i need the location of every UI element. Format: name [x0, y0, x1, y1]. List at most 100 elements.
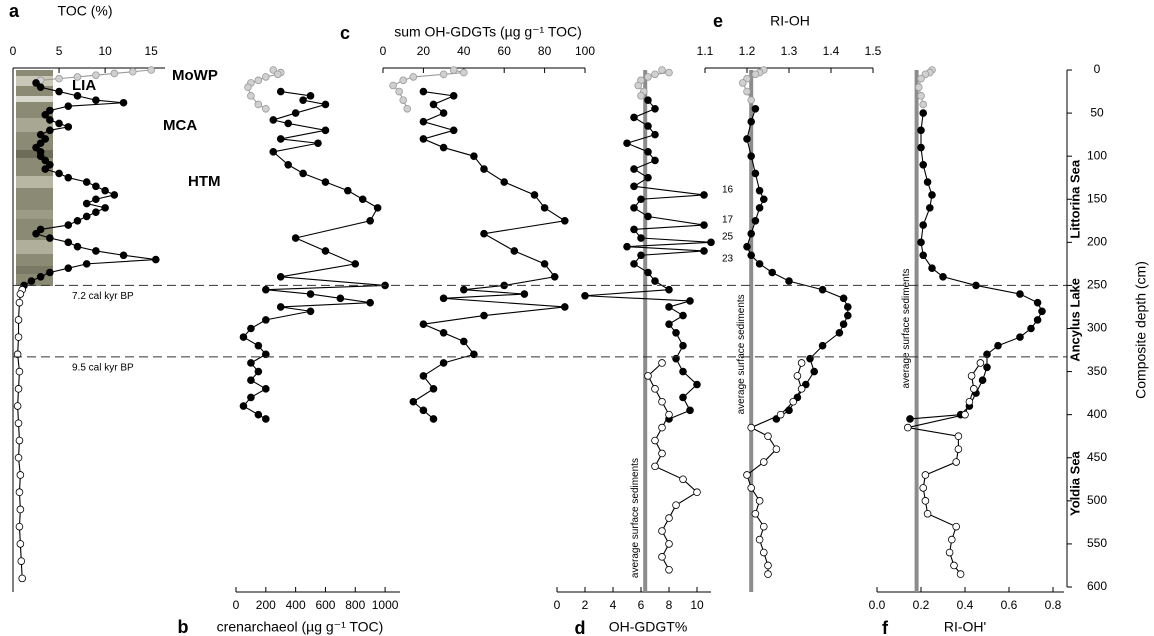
data-point — [110, 69, 119, 78]
data-point — [914, 83, 923, 92]
data-point — [665, 68, 673, 77]
data-point — [658, 449, 666, 458]
x-tick-label: 100 — [575, 44, 595, 58]
data-point — [630, 113, 638, 122]
x-tick-label: 1.5 — [865, 44, 882, 58]
x-tick-label: 600 — [315, 598, 335, 612]
data-point — [276, 87, 285, 96]
data-point — [693, 488, 701, 497]
data-point — [439, 109, 448, 117]
data-point — [46, 126, 54, 135]
data-point — [32, 143, 40, 152]
data-point — [637, 234, 645, 242]
data-point — [679, 341, 687, 350]
data-point — [36, 225, 45, 234]
stage-label: Littorina Sea — [1067, 159, 1082, 239]
data-point — [637, 92, 645, 100]
x-tick-label: 1.1 — [697, 44, 714, 58]
data-point — [262, 316, 270, 324]
data-point — [419, 117, 428, 126]
y-tick-label: 400 — [1087, 407, 1107, 421]
data-point — [254, 410, 263, 419]
y-tick-label: 200 — [1087, 235, 1107, 249]
data-point — [247, 359, 255, 367]
data-point — [658, 66, 666, 74]
data-point — [764, 432, 772, 441]
data-point — [644, 122, 652, 130]
data-point — [917, 238, 925, 247]
data-point — [55, 74, 63, 83]
data-point — [321, 178, 330, 186]
data-point — [919, 160, 927, 169]
data-point — [284, 119, 292, 128]
annotation: 25 — [722, 232, 734, 243]
data-point — [82, 212, 91, 221]
data-point — [644, 268, 652, 277]
data-point — [36, 152, 45, 160]
data-point — [395, 87, 403, 96]
data-point — [366, 298, 374, 307]
x-tick-label: 0 — [380, 44, 387, 58]
data-point — [247, 393, 255, 402]
data-point — [46, 234, 54, 242]
data-point — [738, 79, 747, 87]
data-point — [751, 70, 760, 79]
data-point — [651, 130, 659, 139]
data-point — [967, 372, 976, 380]
core-band — [16, 266, 53, 274]
data-point — [665, 410, 673, 419]
data-point — [17, 557, 26, 565]
data-point — [630, 260, 638, 268]
y-tick-label: 250 — [1087, 278, 1107, 292]
data-point — [772, 445, 781, 453]
data-point — [510, 247, 519, 255]
data-point — [459, 285, 468, 294]
panel-letter: c — [340, 23, 350, 43]
data-point — [429, 100, 438, 109]
x-tick-label: 0.8 — [1045, 598, 1062, 612]
data-point — [15, 488, 24, 497]
y-tick-label: 50 — [1090, 105, 1104, 119]
data-point — [789, 397, 797, 406]
data-point — [768, 268, 776, 277]
data-point — [818, 341, 827, 350]
data-point — [480, 165, 488, 173]
data-point — [14, 453, 23, 462]
data-point — [672, 329, 680, 337]
data-point — [262, 385, 270, 393]
data-point — [793, 372, 802, 380]
profile-line — [584, 99, 712, 420]
x-tick-label: 0 — [554, 598, 561, 612]
data-point — [651, 385, 659, 393]
data-point — [64, 123, 73, 131]
data-point — [244, 83, 252, 92]
annotation: 16 — [722, 185, 734, 196]
data-point — [658, 397, 666, 406]
data-point — [439, 359, 448, 367]
data-point — [419, 87, 428, 96]
data-point — [1016, 290, 1024, 298]
data-point — [759, 195, 768, 204]
data-point — [956, 570, 965, 578]
data-point — [818, 285, 827, 294]
data-point — [759, 522, 768, 531]
data-point — [459, 68, 468, 77]
data-point — [747, 96, 755, 104]
x-tick-label: 0 — [233, 598, 240, 612]
data-point — [919, 484, 927, 492]
x-tick-label: 80 — [538, 44, 552, 58]
x-axis-label: OH-GDGT% — [609, 619, 688, 635]
data-point — [520, 290, 529, 298]
data-point — [903, 423, 912, 432]
data-point — [82, 199, 91, 208]
x-tick-label: 10 — [690, 598, 704, 612]
data-point — [917, 143, 925, 152]
panel-letter: d — [575, 618, 586, 636]
data-point — [644, 96, 652, 104]
data-point — [835, 329, 844, 337]
x-axis-label: crenarchaeol (µg g⁻¹ TOC) — [217, 619, 384, 635]
core-image — [16, 70, 53, 286]
data-point — [540, 260, 549, 268]
data-point — [429, 415, 438, 423]
x-tick-label: 6 — [638, 598, 645, 612]
